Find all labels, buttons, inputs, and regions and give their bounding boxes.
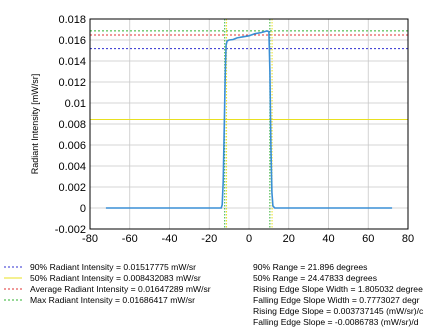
y-tick-label: 0.008	[58, 119, 86, 131]
legend-entry-label: Average Radiant Intensity = 0.01647289 m…	[30, 284, 211, 294]
plot-frame	[89, 18, 409, 230]
x-tick-label: 80	[402, 233, 414, 245]
x-tick-label: -80	[82, 233, 98, 245]
series-layer	[105, 30, 393, 209]
legend-stat-label: Rising Edge Slope = 0.003737145 (mW/sr)/…	[253, 306, 424, 316]
y-tick-label: 0.012	[58, 77, 86, 89]
reference-lines	[90, 30, 408, 120]
x-tick-label: 60	[362, 233, 374, 245]
legend-stat-label: 90% Range = 21.896 degrees	[253, 262, 367, 272]
y-tick-label: 0.016	[58, 35, 86, 47]
y-tick-label: 0.01	[65, 98, 86, 110]
x-tick-label: 40	[322, 233, 334, 245]
y-tick-label: 0.018	[58, 14, 86, 26]
y-tick-label: -0.002	[55, 224, 86, 236]
legend-entry-label: 50% Radiant Intensity = 0.008432083 mW/s…	[30, 273, 201, 283]
y-axis-label: Radiant Intensity [mW/sr]	[30, 74, 40, 175]
y-tick-label: 0.002	[58, 182, 86, 194]
legend-stat-label: Falling Edge Slope Width = 0.7773027 deg…	[253, 295, 420, 305]
legend-entry-label: 90% Radiant Intensity = 0.01517775 mW/sr	[30, 262, 196, 272]
y-tick-label: 0.004	[58, 161, 86, 173]
legend-stat-label: Falling Edge Slope = -0.0086783 (mW/sr)/…	[253, 317, 419, 327]
y-tick-label: 0.014	[58, 56, 86, 68]
y-axis-ticks: -0.002 0 0.002 0.004 0.006 0.008 0.01 0.012 0.01…	[55, 14, 86, 236]
y-tick-label: 0	[80, 203, 86, 215]
x-axis-ticks: -80 -60 -40 -20 0 20 40 60 80	[82, 233, 414, 245]
chart-grid	[89, 18, 409, 230]
x-tick-label: 20	[283, 233, 295, 245]
x-tick-label: -40	[162, 233, 178, 245]
x-tick-label: 0	[246, 233, 252, 245]
legend: 90% Radiant Intensity = 0.01517775 mW/sr…	[4, 262, 424, 327]
x-tick-label: -60	[122, 233, 138, 245]
legend-stat-label: 50% Range = 24.47833 degrees	[253, 273, 377, 283]
series-line	[105, 30, 393, 209]
legend-entry-label: Max Radiant Intensity = 0.01686417 mW/sr	[30, 295, 195, 305]
x-tick-label: -20	[201, 233, 217, 245]
y-tick-label: 0.006	[58, 140, 86, 152]
legend-stat-label: Rising Edge Slope Width = 1.805032 degre…	[253, 284, 423, 294]
